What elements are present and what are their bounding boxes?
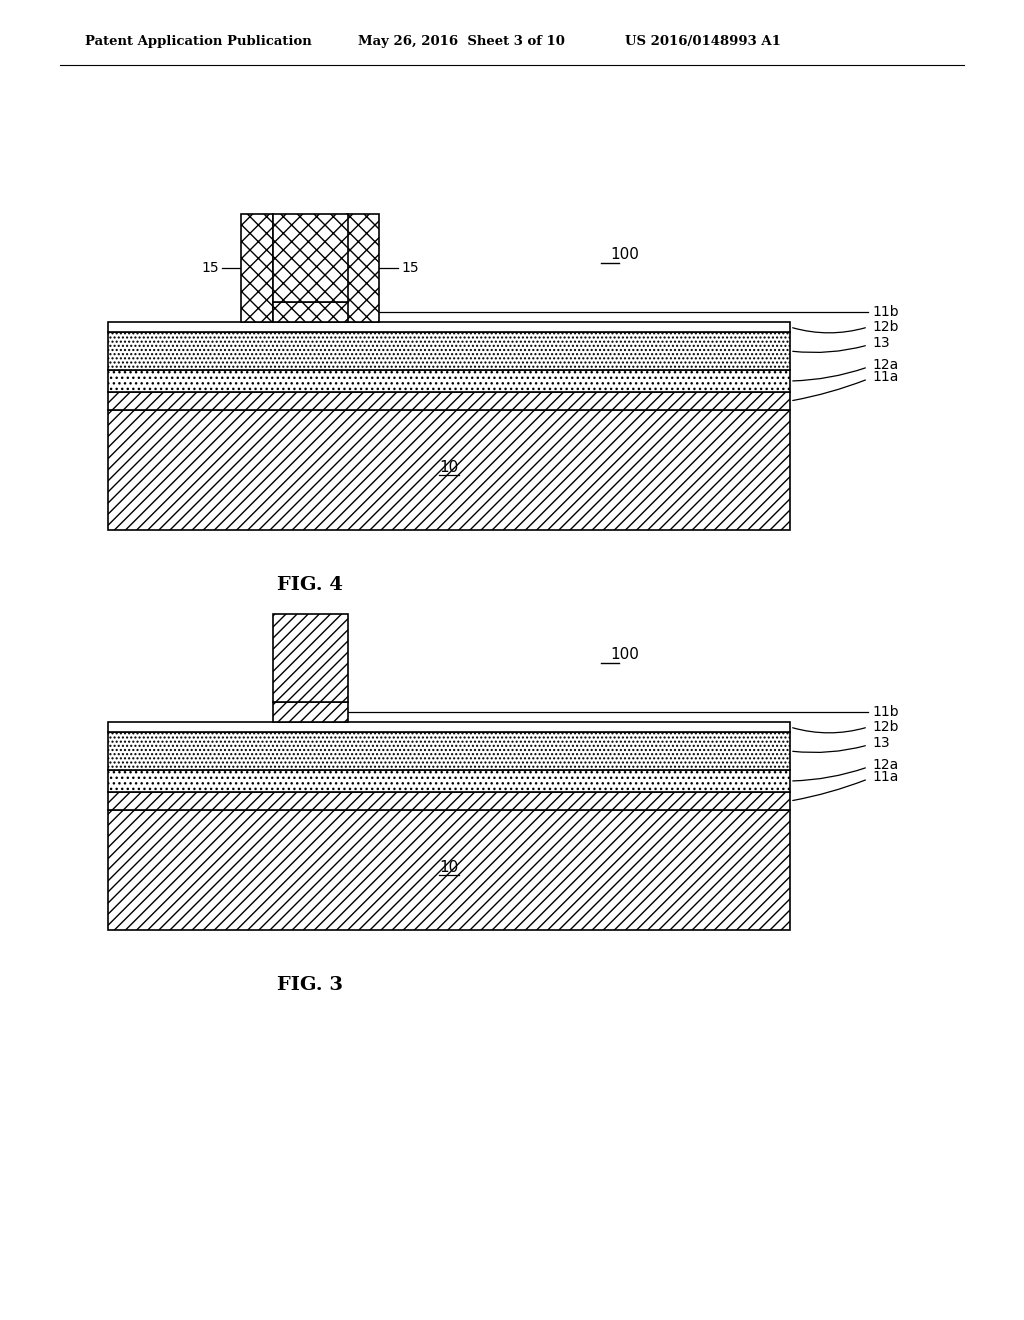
Text: FIG. 4: FIG. 4 [278,576,343,594]
Text: 100: 100 [610,247,639,261]
Bar [108,333,790,370]
Bar [273,214,348,302]
Bar [347,214,379,322]
Text: Patent Application Publication: Patent Application Publication [85,36,311,49]
Text: 10: 10 [439,859,459,874]
Text: 14: 14 [301,247,319,261]
Bar [108,770,790,792]
Text: 11b: 11b [872,705,899,719]
Text: FIG. 3: FIG. 3 [278,975,343,994]
Text: 15: 15 [401,261,419,275]
Bar [273,614,348,702]
Text: 13: 13 [872,737,890,750]
Text: 11a: 11a [872,770,898,784]
Text: 100: 100 [610,647,639,663]
Bar [273,302,348,322]
Bar [108,792,790,810]
Text: 12b: 12b [872,719,898,734]
Text: 13: 13 [872,337,890,350]
Text: May 26, 2016  Sheet 3 of 10: May 26, 2016 Sheet 3 of 10 [358,36,565,49]
Bar [108,810,790,931]
Bar [108,322,790,333]
Text: US 2016/0148993 A1: US 2016/0148993 A1 [625,36,781,49]
Bar [241,214,273,322]
Text: 14: 14 [301,647,319,661]
Text: 11b: 11b [872,305,899,319]
Text: 10: 10 [439,459,459,474]
Bar [108,411,790,531]
Text: 15: 15 [202,261,219,275]
Bar [108,392,790,411]
Text: 12b: 12b [872,319,898,334]
Text: 11a: 11a [872,370,898,384]
Bar [108,370,790,392]
Text: 12a: 12a [872,358,898,372]
Bar [108,722,790,733]
Text: 12a: 12a [872,758,898,772]
Bar [273,702,348,722]
Bar [108,733,790,770]
